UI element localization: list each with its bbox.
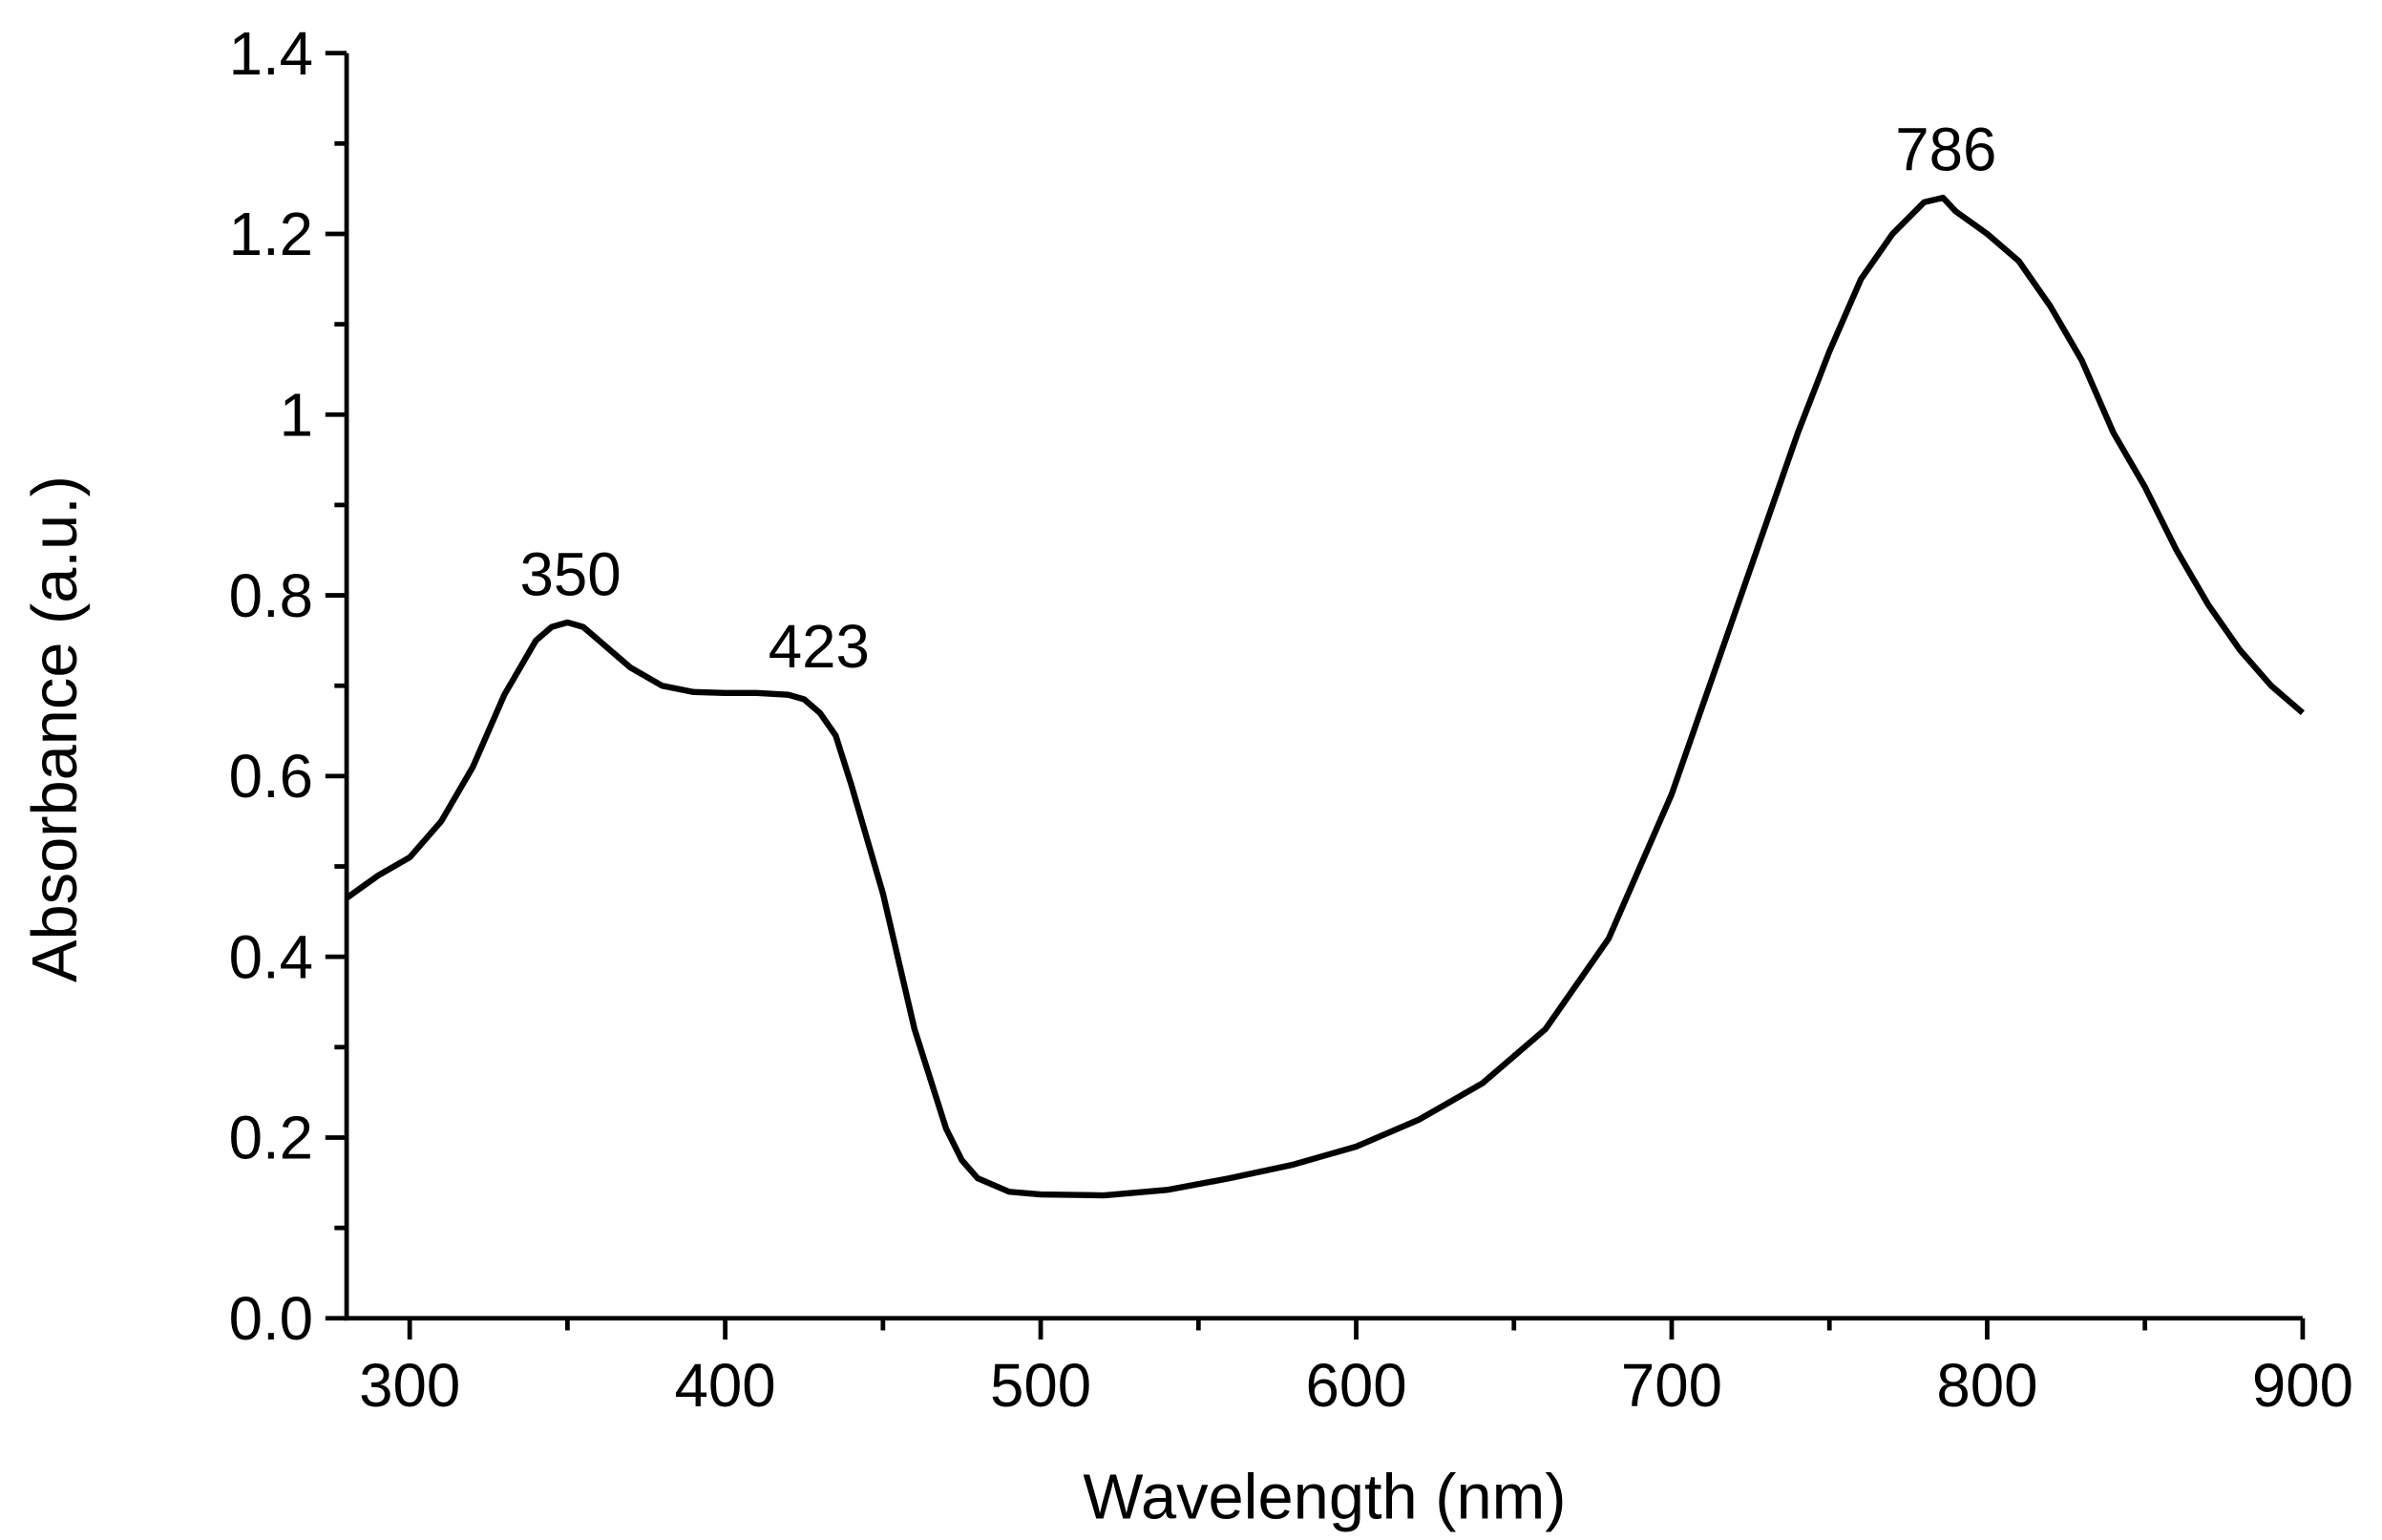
x-tick-label: 300: [359, 1352, 460, 1420]
y-tick-label: 0.2: [229, 1105, 313, 1172]
y-tick-label: 0.6: [229, 743, 313, 811]
x-tick-label: 400: [675, 1352, 776, 1420]
y-tick-label: 0.8: [229, 562, 313, 630]
x-tick-label: 800: [1936, 1352, 2037, 1420]
x-tick-label: 500: [990, 1352, 1091, 1420]
y-tick-label: 1: [280, 382, 313, 450]
peak-annotation: 350: [519, 540, 621, 608]
data-line: [345, 194, 2305, 1199]
x-tick-label: 900: [2252, 1352, 2353, 1420]
peak-annotation: 786: [1895, 116, 1996, 183]
y-tick-label: 0.0: [229, 1285, 313, 1353]
y-tick-label: 1.4: [229, 20, 313, 88]
y-axis-title: Absorbance (a.u.): [20, 475, 91, 982]
y-tick-label: 0.4: [229, 923, 313, 991]
x-tick-label: 700: [1621, 1352, 1722, 1420]
x-tick-label: 600: [1305, 1352, 1406, 1420]
x-axis-title: Wavelength (nm): [1083, 1463, 1566, 1533]
y-tick-label: 1.2: [229, 200, 313, 268]
peak-annotation: 423: [769, 613, 870, 681]
